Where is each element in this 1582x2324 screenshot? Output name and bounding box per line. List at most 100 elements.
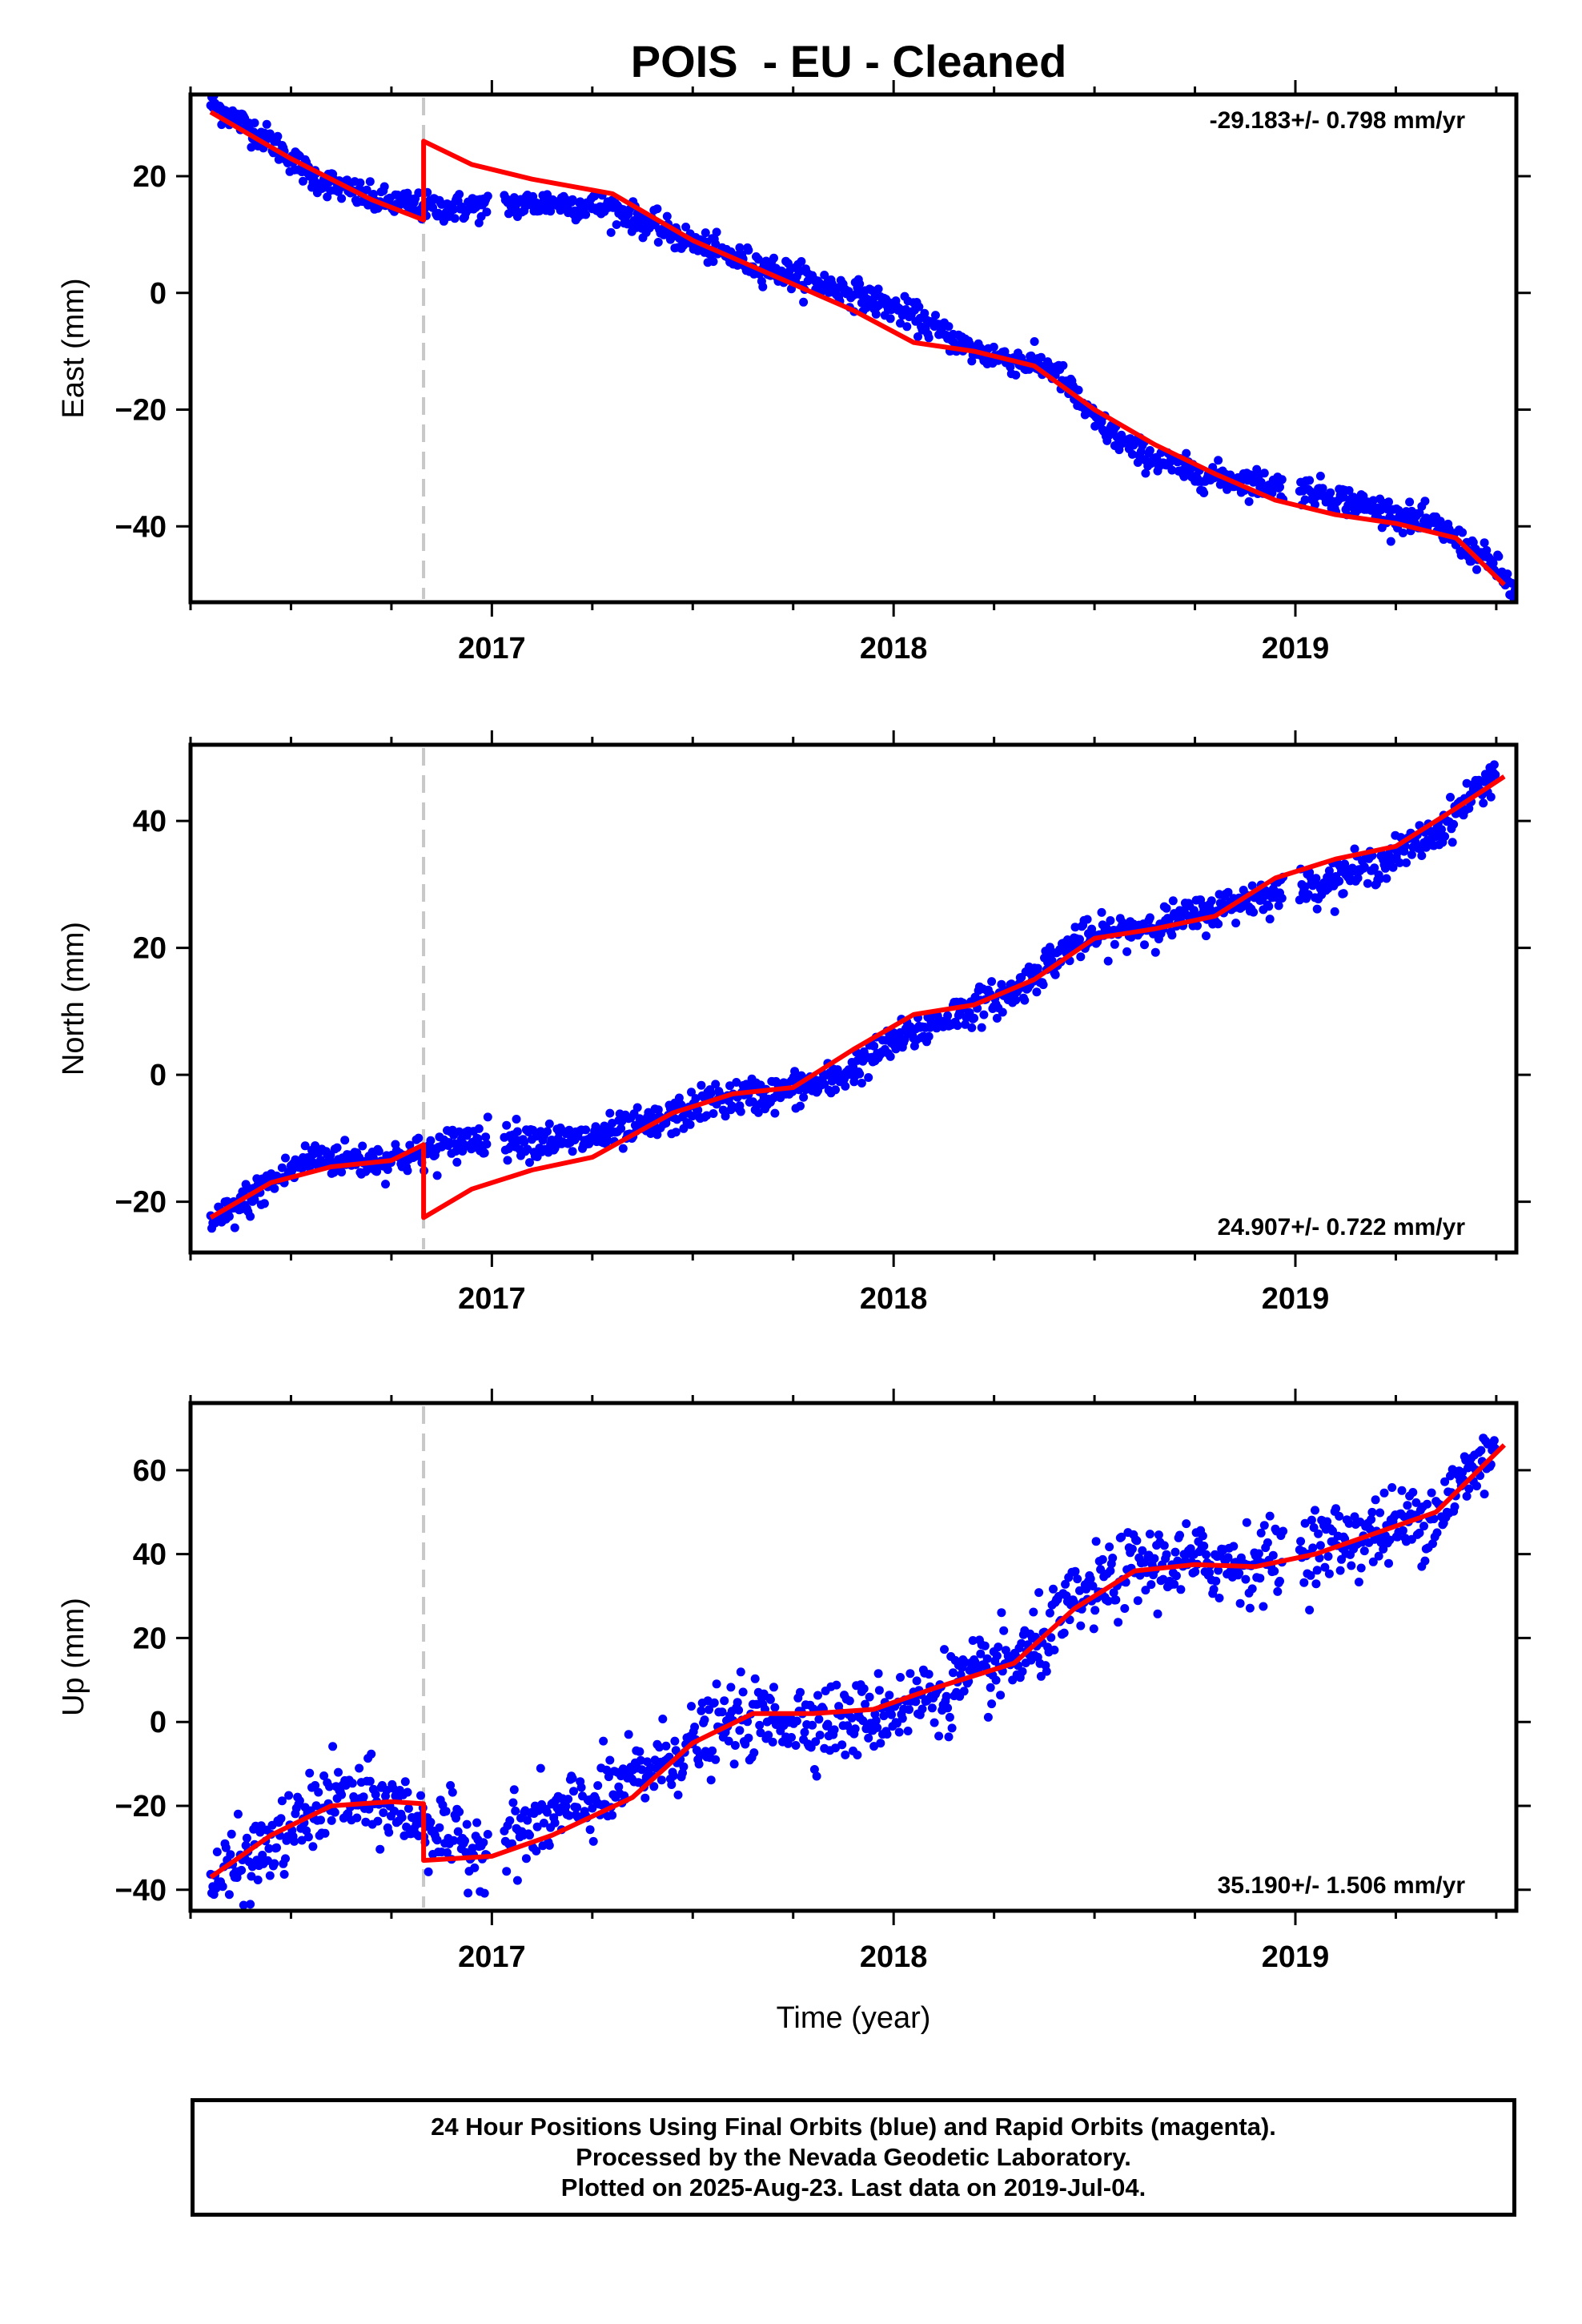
data-point bbox=[532, 1822, 542, 1831]
data-point bbox=[277, 1796, 287, 1806]
data-point bbox=[953, 1021, 962, 1031]
data-point bbox=[885, 1051, 895, 1061]
data-point bbox=[656, 1775, 666, 1785]
data-point bbox=[942, 1691, 951, 1701]
data-point bbox=[894, 1727, 904, 1737]
data-point bbox=[1300, 495, 1310, 505]
data-point bbox=[945, 1712, 954, 1722]
y-tick-label: −20 bbox=[115, 1790, 167, 1823]
panel-0: 2017 2018 2019 20 0 −20 −40 East (mm) -29.183+/-… bbox=[57, 80, 1531, 665]
data-point bbox=[1489, 760, 1499, 770]
data-point bbox=[769, 1683, 778, 1692]
data-point bbox=[847, 1713, 857, 1723]
data-point bbox=[1211, 1576, 1221, 1586]
data-point bbox=[1429, 1514, 1439, 1524]
data-point bbox=[435, 1823, 444, 1832]
data-point bbox=[1479, 798, 1488, 808]
data-point bbox=[768, 1737, 777, 1747]
data-point bbox=[273, 131, 283, 141]
data-point bbox=[359, 1792, 368, 1802]
data-point bbox=[1120, 1604, 1130, 1613]
rate-annotation: 24.907+/- 0.722 mm/yr bbox=[1218, 1214, 1466, 1240]
data-point bbox=[753, 255, 763, 264]
data-point bbox=[765, 1695, 775, 1704]
data-point bbox=[1462, 778, 1472, 788]
data-point bbox=[218, 1882, 227, 1892]
data-point bbox=[1417, 851, 1427, 860]
data-point bbox=[809, 1765, 819, 1774]
data-point bbox=[340, 1136, 350, 1145]
data-point bbox=[1265, 915, 1275, 924]
data-point bbox=[535, 206, 544, 215]
data-point bbox=[572, 1803, 582, 1812]
data-point bbox=[1462, 1491, 1472, 1501]
data-point bbox=[546, 207, 556, 216]
data-point bbox=[1275, 1576, 1284, 1586]
data-point bbox=[976, 1649, 986, 1659]
data-point bbox=[1486, 792, 1496, 802]
data-point bbox=[1111, 1595, 1121, 1605]
data-point bbox=[980, 1641, 990, 1651]
data-point bbox=[325, 1782, 334, 1791]
data-point bbox=[448, 1787, 457, 1797]
data-point bbox=[314, 1787, 323, 1797]
data-point bbox=[352, 1813, 362, 1823]
data-point bbox=[735, 1726, 745, 1735]
data-point bbox=[281, 1153, 290, 1163]
data-point bbox=[874, 1686, 884, 1695]
y-axis-label: East (mm) bbox=[57, 278, 90, 418]
data-point bbox=[1215, 1594, 1224, 1602]
data-point bbox=[905, 1669, 915, 1679]
data-point bbox=[1359, 1546, 1369, 1556]
data-point bbox=[1050, 1645, 1059, 1655]
data-point bbox=[873, 1723, 882, 1732]
data-point bbox=[455, 1807, 464, 1816]
data-point bbox=[690, 1723, 700, 1731]
footer-line-1: 24 Hour Positions Using Final Orbits (bl… bbox=[431, 2113, 1276, 2141]
data-point bbox=[711, 1080, 721, 1089]
data-point bbox=[1339, 889, 1348, 899]
data-point bbox=[979, 1010, 989, 1019]
data-point bbox=[1153, 1609, 1162, 1618]
data-point bbox=[1089, 1624, 1098, 1634]
data-point bbox=[1387, 1483, 1397, 1492]
data-point bbox=[299, 176, 307, 186]
data-point bbox=[503, 1156, 512, 1165]
x-tick-label: 2017 bbox=[458, 632, 526, 665]
data-point bbox=[694, 1759, 704, 1769]
data-point bbox=[977, 1023, 986, 1032]
data-point bbox=[652, 204, 662, 214]
data-point bbox=[480, 1148, 489, 1158]
data-point bbox=[1368, 496, 1378, 505]
data-point bbox=[1117, 1532, 1126, 1542]
data-point bbox=[1273, 1586, 1283, 1596]
data-point bbox=[1170, 1547, 1180, 1557]
data-point bbox=[564, 1795, 573, 1804]
data-point bbox=[1274, 901, 1283, 911]
data-point bbox=[568, 1147, 577, 1156]
data-point bbox=[1138, 1546, 1147, 1555]
data-point bbox=[903, 1727, 913, 1735]
data-point bbox=[460, 1836, 469, 1846]
data-point bbox=[869, 1742, 879, 1751]
data-point bbox=[1159, 1541, 1169, 1550]
data-point bbox=[1122, 947, 1132, 956]
data-point bbox=[1408, 1488, 1418, 1497]
data-point bbox=[896, 1673, 905, 1682]
data-point bbox=[509, 1785, 519, 1795]
data-point bbox=[1110, 939, 1119, 949]
data-point bbox=[1034, 1588, 1044, 1598]
data-point bbox=[1379, 1544, 1388, 1554]
data-point bbox=[850, 1724, 860, 1734]
y-tick-label: 20 bbox=[133, 160, 167, 194]
data-point bbox=[1191, 1567, 1200, 1577]
data-point bbox=[403, 1787, 412, 1797]
data-point bbox=[989, 342, 998, 352]
data-point bbox=[1491, 770, 1500, 779]
data-point bbox=[1395, 858, 1404, 867]
data-point bbox=[593, 1781, 603, 1791]
data-point bbox=[606, 227, 616, 237]
x-tick-label: 2017 bbox=[458, 1282, 526, 1316]
data-point bbox=[943, 1703, 953, 1713]
data-point bbox=[1405, 497, 1415, 507]
